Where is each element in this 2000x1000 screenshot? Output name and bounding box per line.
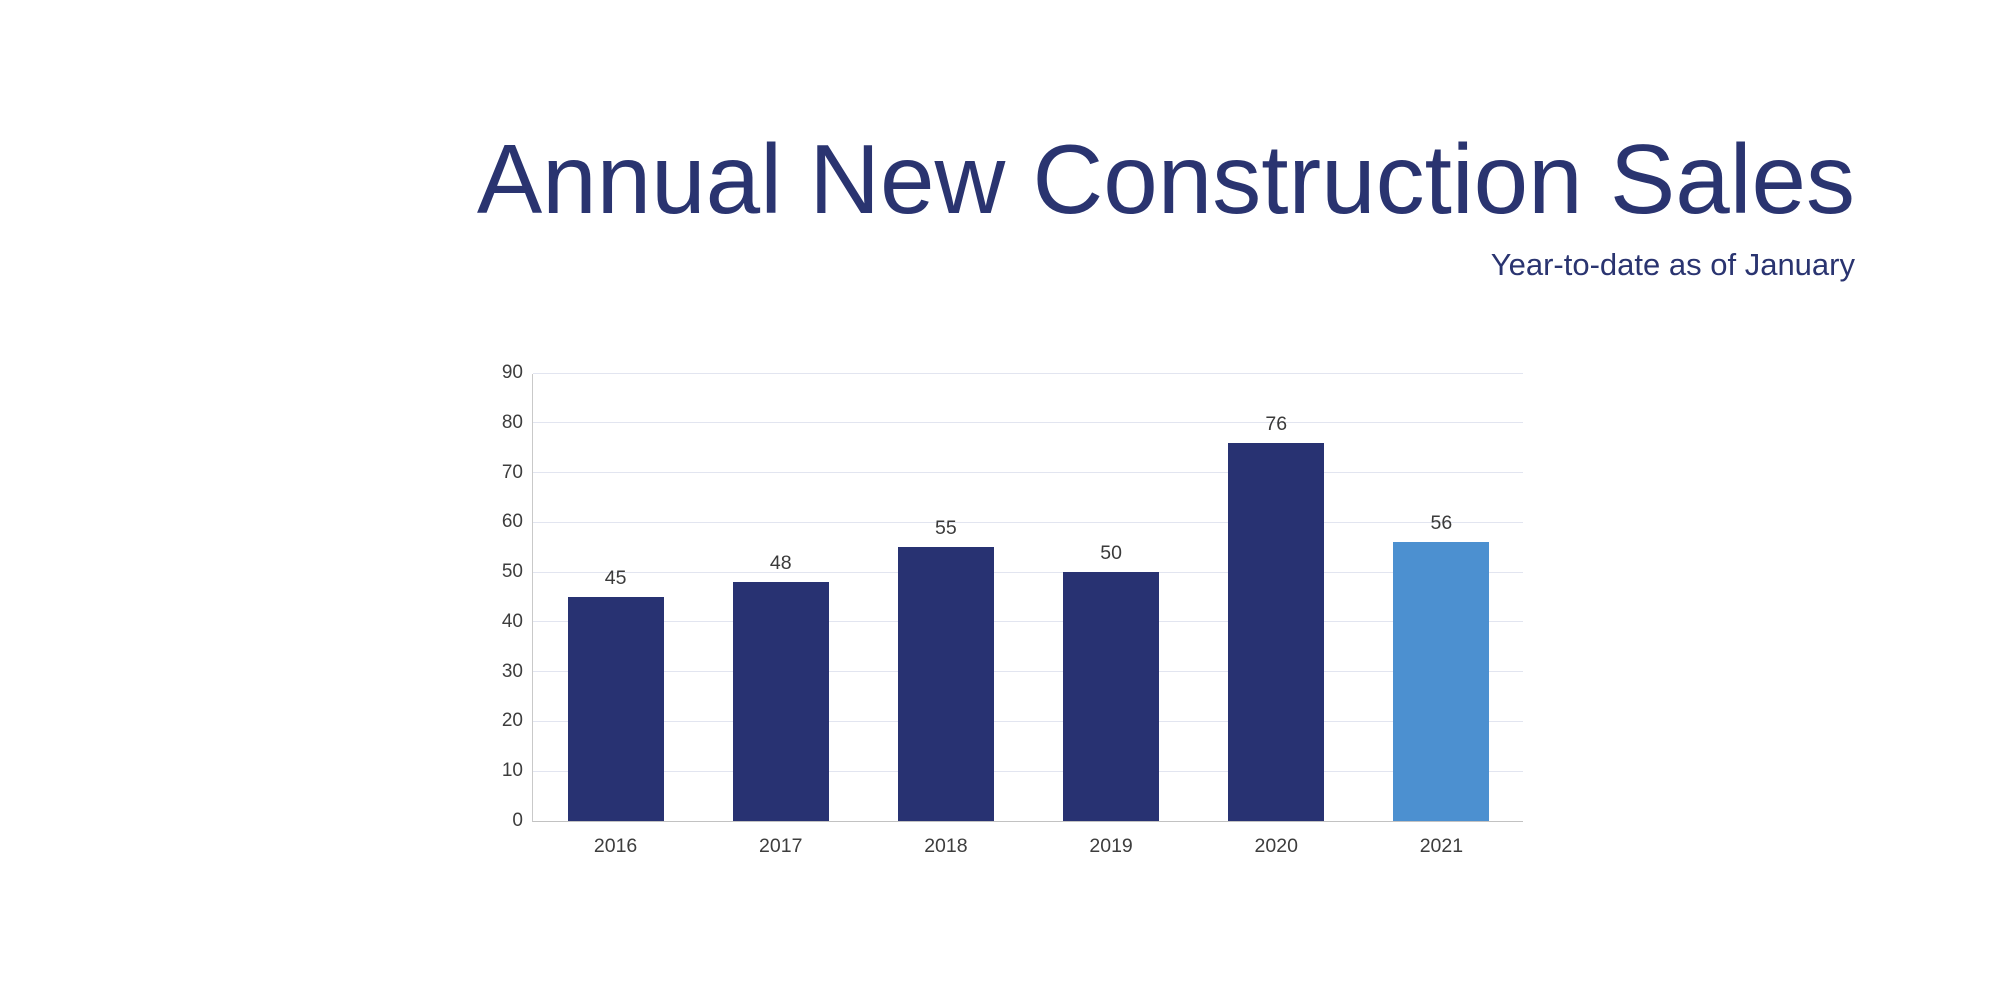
x-axis-label-2016: 2016 bbox=[593, 835, 638, 857]
gridline-70 bbox=[533, 472, 1523, 474]
bar-value-label-2020: 76 bbox=[1265, 412, 1288, 435]
y-tick-label-90: 90 bbox=[501, 362, 523, 383]
y-tick-label-50: 50 bbox=[501, 561, 523, 583]
y-tick-label-80: 80 bbox=[501, 411, 523, 433]
bar-value-label-2021: 56 bbox=[1430, 512, 1453, 535]
gridline-20 bbox=[533, 720, 1523, 722]
gridline-30 bbox=[533, 671, 1523, 673]
gridline-10 bbox=[533, 770, 1523, 772]
y-tick-label-0: 0 bbox=[512, 810, 523, 831]
bar-chart-plot-area: 0 10 20 30 40 50 60 70 80 90 45 2016 48 2017 55 2018 50 2… bbox=[502, 362, 1523, 857]
bar-2016 bbox=[567, 597, 664, 821]
bar-2020 bbox=[1228, 442, 1325, 821]
y-tick-label-30: 30 bbox=[501, 660, 523, 682]
bar-2017 bbox=[732, 582, 829, 821]
y-tick-label-10: 10 bbox=[501, 760, 523, 782]
x-axis-label-2021: 2021 bbox=[1419, 835, 1464, 857]
bar-value-label-2019: 50 bbox=[1100, 542, 1122, 565]
gridline-50 bbox=[533, 571, 1523, 573]
bar-2018 bbox=[897, 547, 994, 821]
y-tick-label-70: 70 bbox=[501, 461, 523, 483]
bar-2019 bbox=[1063, 572, 1160, 821]
x-axis-label-2017: 2017 bbox=[759, 835, 803, 857]
bar-value-label-2018: 55 bbox=[935, 517, 957, 540]
x-axis-label-2019: 2019 bbox=[1089, 835, 1133, 857]
gridline-40 bbox=[533, 621, 1523, 623]
x-axis-label-2018: 2018 bbox=[924, 835, 968, 857]
bar-value-label-2016: 45 bbox=[604, 567, 627, 589]
bar-value-label-2017: 48 bbox=[769, 552, 792, 575]
y-tick-label-60: 60 bbox=[501, 511, 523, 533]
x-axis-label-2020: 2020 bbox=[1254, 835, 1298, 857]
gridline-60 bbox=[533, 521, 1523, 523]
gridline-90 bbox=[533, 372, 1523, 374]
chart-title: Annual New Construction Sales bbox=[476, 124, 1855, 234]
bar-2021 bbox=[1393, 542, 1490, 821]
gridline-80 bbox=[533, 422, 1523, 424]
y-tick-label-40: 40 bbox=[501, 610, 523, 632]
chart-subtitle: Year-to-date as of January bbox=[1490, 246, 1855, 282]
y-tick-label-20: 20 bbox=[501, 710, 523, 732]
title-block: Annual New Construction Sales Year-to-da… bbox=[476, 124, 1855, 282]
